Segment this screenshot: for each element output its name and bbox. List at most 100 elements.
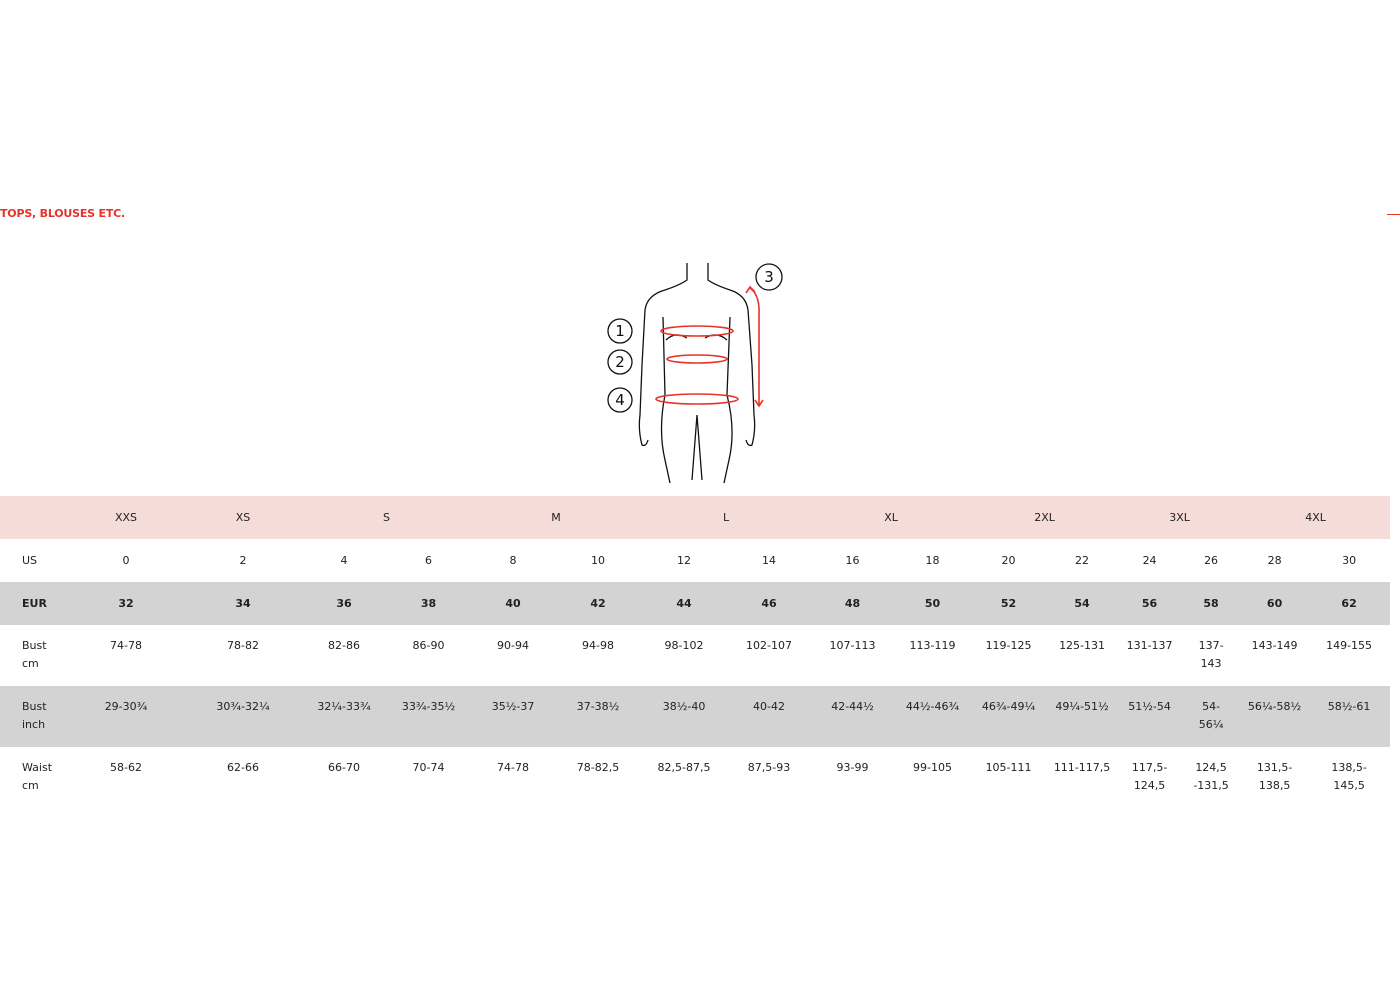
table-cell: 40-42 <box>753 700 785 713</box>
marker-1-icon <box>607 318 633 344</box>
table-cell: 137- 143 <box>1198 639 1224 670</box>
size-header: XXS <box>114 510 138 524</box>
table-cell: 78-82 <box>227 639 259 652</box>
table-cell: 98-102 <box>664 639 704 652</box>
table-cell: 62 <box>1341 596 1357 610</box>
table-cell: 74-78 <box>110 639 142 652</box>
table-cell: 119-125 <box>985 639 1032 652</box>
row-label-text: Bust <box>22 639 47 652</box>
marker-2-icon <box>607 349 633 375</box>
size-header: 3XL <box>1169 510 1190 524</box>
table-cell: 93-99 <box>836 761 869 774</box>
table-cell: 54 <box>1074 596 1090 610</box>
row-label: Bust inch <box>0 686 68 747</box>
collapse-icon[interactable] <box>1387 214 1400 215</box>
size-header-row: XXS XS S M L XL 2XL 3XL 4XL <box>0 496 1391 539</box>
table-cell: 24 <box>1142 553 1157 567</box>
section-title[interactable]: TOPS, BLOUSES ETC. <box>0 207 125 220</box>
table-cell: 33¾-35½ <box>401 700 456 713</box>
size-header: XL <box>884 510 898 524</box>
arm-line <box>749 287 760 405</box>
empty-cell <box>0 496 68 539</box>
table-row: US 0 2 4 6 8 10 12 14 16 18 20 22 24 26 28 30 <box>0 539 1390 582</box>
table-cell: 70-74 <box>412 761 445 774</box>
table-cell: 38½-40 <box>662 700 706 713</box>
table-cell: 42 <box>590 596 606 610</box>
row-label-text: Waist <box>22 761 53 774</box>
table-cell: 111-117,5 <box>1053 761 1111 774</box>
size-header: 2XL <box>1034 510 1055 524</box>
table-cell: 58 <box>1203 596 1219 610</box>
table-cell: 12 <box>677 553 692 567</box>
table-cell: 52 <box>1000 596 1017 610</box>
row-label: Waist cm <box>0 747 68 808</box>
row-label: EUR <box>0 582 68 625</box>
table-cell: 38 <box>420 596 437 610</box>
table-cell: 8 <box>509 553 517 567</box>
table-cell: 4 <box>340 553 348 567</box>
table-cell: 86-90 <box>412 639 445 652</box>
table-cell: 42-44½ <box>831 700 874 713</box>
table-cell: 29-30¾ <box>104 700 148 713</box>
table-cell: 22 <box>1075 553 1090 567</box>
table-cell: 131,5- 138,5 <box>1256 761 1293 792</box>
table-cell: 46 <box>761 596 777 610</box>
table-cell: 58½-61 <box>1327 700 1371 713</box>
row-label: Bust cm <box>0 625 68 686</box>
row-label: US <box>0 539 68 582</box>
table-cell: 16 <box>845 553 860 567</box>
size-header: M <box>551 510 561 524</box>
bust-line <box>660 325 734 337</box>
marker-2: 2 <box>615 353 625 371</box>
marker-3: 3 <box>764 268 774 286</box>
table-cell: 2 <box>239 553 247 567</box>
row-label-text: EUR <box>22 596 47 610</box>
row-label-text: cm <box>22 779 39 792</box>
row-label-text: inch <box>22 718 46 731</box>
size-header: L <box>722 510 730 524</box>
table-cell: 30¾-32¼ <box>216 700 270 713</box>
marker-4-icon <box>607 387 633 413</box>
size-header: 4XL <box>1305 510 1326 524</box>
table-cell: 143-149 <box>1251 639 1298 652</box>
body-outline <box>638 263 756 484</box>
table-cell: 44½-46¾ <box>905 700 960 713</box>
table-row: Waist cm 58-62 62-66 66-70 70-74 74-78 78-82,5 8… <box>0 747 1390 808</box>
table-cell: 20 <box>1001 553 1016 567</box>
table-cell: 18 <box>925 553 940 567</box>
table-cell: 51½-54 <box>1128 700 1171 713</box>
arrow-heads <box>745 285 764 408</box>
table-cell: 58-62 <box>110 761 142 774</box>
row-label-text: US <box>22 553 38 567</box>
table-cell: 60 <box>1266 596 1283 610</box>
size-header: XS <box>235 510 251 524</box>
table-cell: 138,5- 145,5 <box>1331 761 1367 792</box>
table-cell: 56 <box>1141 596 1158 610</box>
hip-line <box>655 393 739 405</box>
table-cell: 66-70 <box>328 761 360 774</box>
table-cell: 124,5 -131,5 <box>1193 761 1229 792</box>
table-cell: 149-155 <box>1326 639 1373 652</box>
measure-lines <box>655 285 764 408</box>
table-cell: 48 <box>844 596 861 610</box>
marker-1: 1 <box>615 322 625 340</box>
table-row: Bust cm 74-78 78-82 82-86 86-90 90-94 94-98 98-1… <box>0 625 1390 686</box>
table-cell: 56¼-58½ <box>1247 700 1302 713</box>
table-cell: 90-94 <box>497 639 529 652</box>
table-cell: 50 <box>924 596 941 610</box>
table-row: Bust inch 29-30¾ 30¾-32¼ 32¼-33¾ 33¾-35½ 35½-3… <box>0 686 1391 747</box>
table-cell: 87,5-93 <box>747 761 791 774</box>
table-cell: 99-105 <box>913 761 953 774</box>
table-cell: 131-137 <box>1126 639 1173 652</box>
table-cell: 44 <box>676 596 692 610</box>
table-cell: 117,5- 124,5 <box>1131 761 1168 792</box>
table-cell: 94-98 <box>582 639 614 652</box>
row-label-text: cm <box>22 657 39 670</box>
table-cell: 107-113 <box>829 639 876 652</box>
table-cell: 46¾-49¼ <box>981 700 1036 713</box>
table-cell: 74-78 <box>497 761 529 774</box>
table-cell: 62-66 <box>227 761 259 774</box>
marker-4: 4 <box>615 391 625 409</box>
table-cell: 14 <box>762 553 777 567</box>
table-cell: 28 <box>1267 553 1282 567</box>
